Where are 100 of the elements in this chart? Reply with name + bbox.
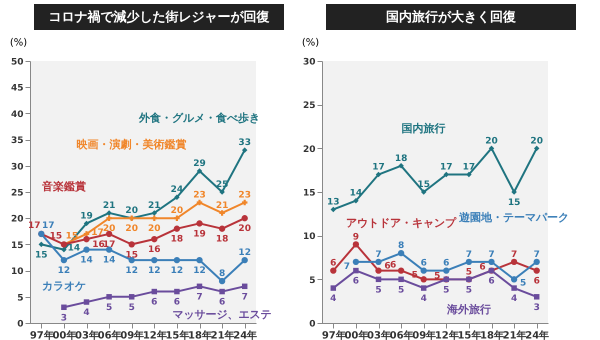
- x-tick-label: 97年: [322, 330, 346, 340]
- text: 外食・グルメ・食べ歩き: [138, 112, 260, 125]
- data-label: 6: [479, 262, 486, 273]
- data-label: 6: [534, 276, 540, 287]
- x-tick-label: 97年: [30, 330, 54, 340]
- y-tick-label: 35: [10, 136, 24, 146]
- data-label: 15: [417, 180, 430, 190]
- x-tick-label: 18年: [188, 330, 212, 340]
- point: [330, 206, 336, 212]
- data-label: 5: [375, 285, 382, 296]
- point: [83, 236, 90, 242]
- data-label: 4: [330, 294, 336, 304]
- x-tick-label: 06年: [390, 330, 414, 340]
- data-label: 20: [125, 206, 138, 216]
- data-label: 6: [390, 260, 396, 271]
- data-label: 20: [170, 206, 184, 216]
- data-label: 18: [394, 154, 408, 164]
- point: [398, 267, 404, 274]
- point: [219, 288, 225, 294]
- x-tick-label: 21年: [502, 330, 527, 340]
- point: [128, 241, 135, 248]
- data-label: 7: [375, 250, 382, 260]
- data-label: 6: [420, 258, 427, 269]
- point: [196, 256, 203, 264]
- data-label: 7: [488, 250, 495, 260]
- y-tick-label: 50: [10, 58, 24, 68]
- data-label: 12: [238, 248, 251, 258]
- data-label: 29: [193, 159, 206, 170]
- data-label: 21: [148, 200, 161, 211]
- data-label: 5: [434, 271, 440, 282]
- data-label: 15: [35, 250, 48, 260]
- data-label: 8: [398, 241, 404, 252]
- point: [61, 304, 67, 310]
- text: 音楽鑑賞: [40, 180, 86, 193]
- point: [488, 258, 495, 266]
- point: [196, 220, 203, 227]
- x-tick-label: 15年: [457, 330, 482, 340]
- point: [398, 163, 404, 169]
- data-label: 5: [520, 278, 526, 288]
- point: [218, 278, 226, 284]
- x-tick-label: 24年: [233, 330, 258, 340]
- data-label: 17: [462, 162, 476, 173]
- point: [38, 242, 44, 248]
- point: [242, 256, 248, 264]
- data-label: 3: [534, 302, 540, 313]
- data-label: 6: [352, 276, 360, 287]
- data-label: 4: [510, 294, 518, 304]
- point: [420, 189, 426, 195]
- point: [534, 146, 540, 152]
- y-tick-label: 20: [302, 144, 316, 155]
- data-label: 12: [125, 266, 138, 276]
- x-tick-label: 06年: [98, 330, 122, 340]
- point: [84, 299, 90, 305]
- point: [534, 267, 540, 274]
- point: [488, 146, 494, 152]
- point: [242, 284, 248, 290]
- point: [174, 194, 180, 200]
- point: [375, 267, 382, 274]
- point: [420, 285, 426, 291]
- data-label: 14: [68, 244, 80, 254]
- point: [511, 285, 517, 291]
- series-label: マッサージ、エステ: [172, 308, 272, 322]
- point: [375, 258, 382, 266]
- point: [219, 189, 225, 195]
- data-label: 16: [148, 245, 161, 256]
- x-tick-label: 03年: [367, 330, 391, 340]
- data-label: 6: [330, 258, 336, 269]
- y-tick-label: 10: [10, 267, 24, 278]
- data-label: 15: [508, 198, 520, 208]
- point: [60, 256, 68, 264]
- point: [352, 258, 360, 266]
- point: [61, 246, 67, 252]
- point: [534, 294, 540, 300]
- text: 国内旅行: [402, 122, 446, 136]
- point: [106, 294, 112, 300]
- point: [152, 215, 158, 221]
- data-label: 14: [80, 256, 93, 266]
- data-label: 5: [398, 285, 404, 296]
- point: [510, 276, 518, 282]
- data-label: 20: [485, 136, 498, 146]
- y-tick-label: 45: [10, 84, 24, 94]
- data-label: 6: [443, 258, 450, 269]
- point: [534, 258, 540, 266]
- x-tick-label: 12年: [434, 330, 459, 340]
- point: [128, 294, 134, 300]
- series-label: 海外旅行: [446, 302, 491, 316]
- y-tick-label: 5: [17, 293, 24, 304]
- point: [510, 258, 518, 266]
- point: [151, 256, 158, 264]
- data-label: 5: [466, 285, 472, 296]
- data-label: 21: [102, 200, 116, 211]
- data-label: 20: [102, 224, 116, 234]
- series-label: アウトドア・キャンプ: [346, 216, 458, 230]
- data-label: 14: [350, 188, 362, 199]
- data-label: 19: [193, 229, 206, 240]
- point: [242, 147, 248, 153]
- point: [398, 250, 404, 256]
- data-label: 17: [440, 162, 453, 173]
- point: [376, 276, 382, 282]
- data-label: 20: [148, 224, 161, 234]
